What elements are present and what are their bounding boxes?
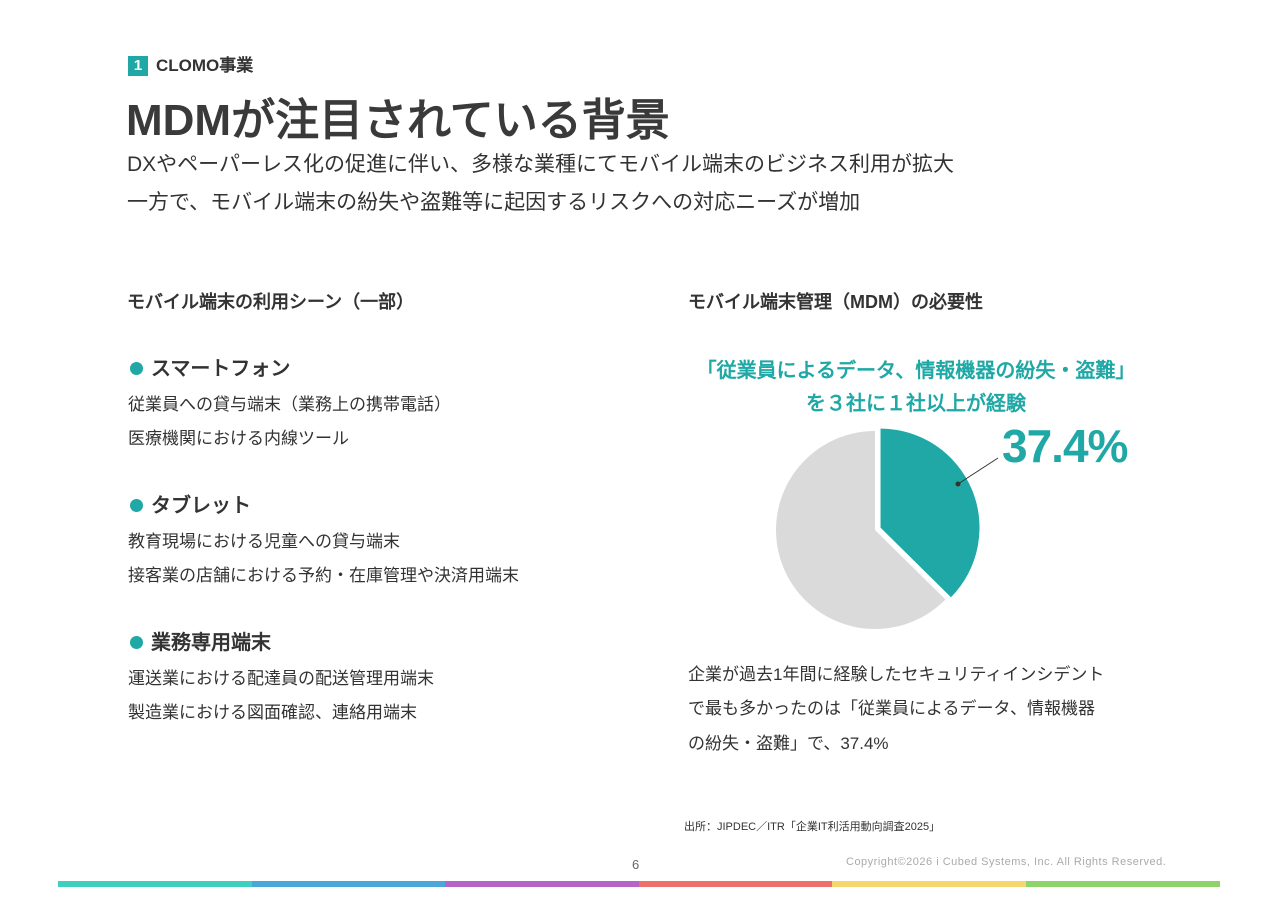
footer-bar bbox=[252, 881, 446, 887]
lead: 一方で、モバイル端末の紛失や盗難等に起因するリスクへの対応ニーズが増加 bbox=[127, 191, 861, 214]
bullet bbox=[130, 499, 143, 512]
right-heading: モバイル端末管理（MDM）の必要性 bbox=[688, 292, 983, 312]
item-line: 教育現場における児童への貸与端末 bbox=[128, 532, 400, 551]
bullet bbox=[130, 362, 143, 375]
footer-bar bbox=[1026, 881, 1220, 887]
item-line: 従業員への貸与端末（業務上の携帯電話） bbox=[128, 395, 451, 414]
copyright: Copyright©2026 i Cubed Systems, Inc. All… bbox=[846, 856, 1167, 868]
item-title: 業務専用端末 bbox=[130, 626, 271, 655]
item-title-text: タブレット bbox=[151, 495, 251, 517]
footer-bar bbox=[445, 881, 639, 887]
callout: を３社に１社以上が経験 bbox=[806, 393, 1026, 415]
item-line: 運送業における配達員の配送管理用端末 bbox=[128, 669, 434, 688]
item-title: タブレット bbox=[130, 489, 251, 518]
page-number: 6 bbox=[632, 857, 640, 872]
footer-bar bbox=[832, 881, 1026, 887]
title: MDMが注目されている背景 bbox=[126, 96, 670, 145]
description: の紛失・盗難」で、37.4% bbox=[688, 734, 889, 753]
pie-slice bbox=[880, 428, 980, 598]
description: 企業が過去1年間に経験したセキュリティインシデント bbox=[688, 665, 1105, 684]
leader-line bbox=[957, 457, 999, 485]
item-line: 製造業における図面確認、連絡用端末 bbox=[128, 703, 417, 722]
footer-bar bbox=[58, 881, 252, 887]
bullet bbox=[130, 636, 143, 649]
leader-dot bbox=[955, 481, 961, 487]
description: で最も多かったのは「従業員によるデータ、情報機器 bbox=[688, 699, 1095, 718]
item-line: 接客業の店舗における予約・在庫管理や決済用端末 bbox=[128, 566, 519, 585]
item-title: スマートフォン bbox=[130, 352, 290, 381]
item-line: 医療機関における内線ツール bbox=[128, 429, 349, 448]
pie-label: 37.4% bbox=[1002, 420, 1128, 472]
section-number: 1 bbox=[128, 56, 148, 76]
item-title-text: 業務専用端末 bbox=[151, 632, 271, 654]
lead: DXやペーパーレス化の促進に伴い、多様な業種にてモバイル端末のビジネス利用が拡大 bbox=[127, 153, 954, 176]
source: 出所：JIPDEC／ITR「企業IT利活用動向調査2025」 bbox=[684, 821, 941, 833]
footer-bar bbox=[639, 881, 833, 887]
callout: 「従業員によるデータ、情報機器の紛失・盗難」 bbox=[696, 360, 1136, 382]
left-heading: モバイル端末の利用シーン（一部） bbox=[127, 292, 415, 312]
item-title-text: スマートフォン bbox=[151, 358, 291, 380]
section: CLOMO事業 bbox=[156, 56, 254, 75]
pie-slice bbox=[775, 430, 946, 629]
